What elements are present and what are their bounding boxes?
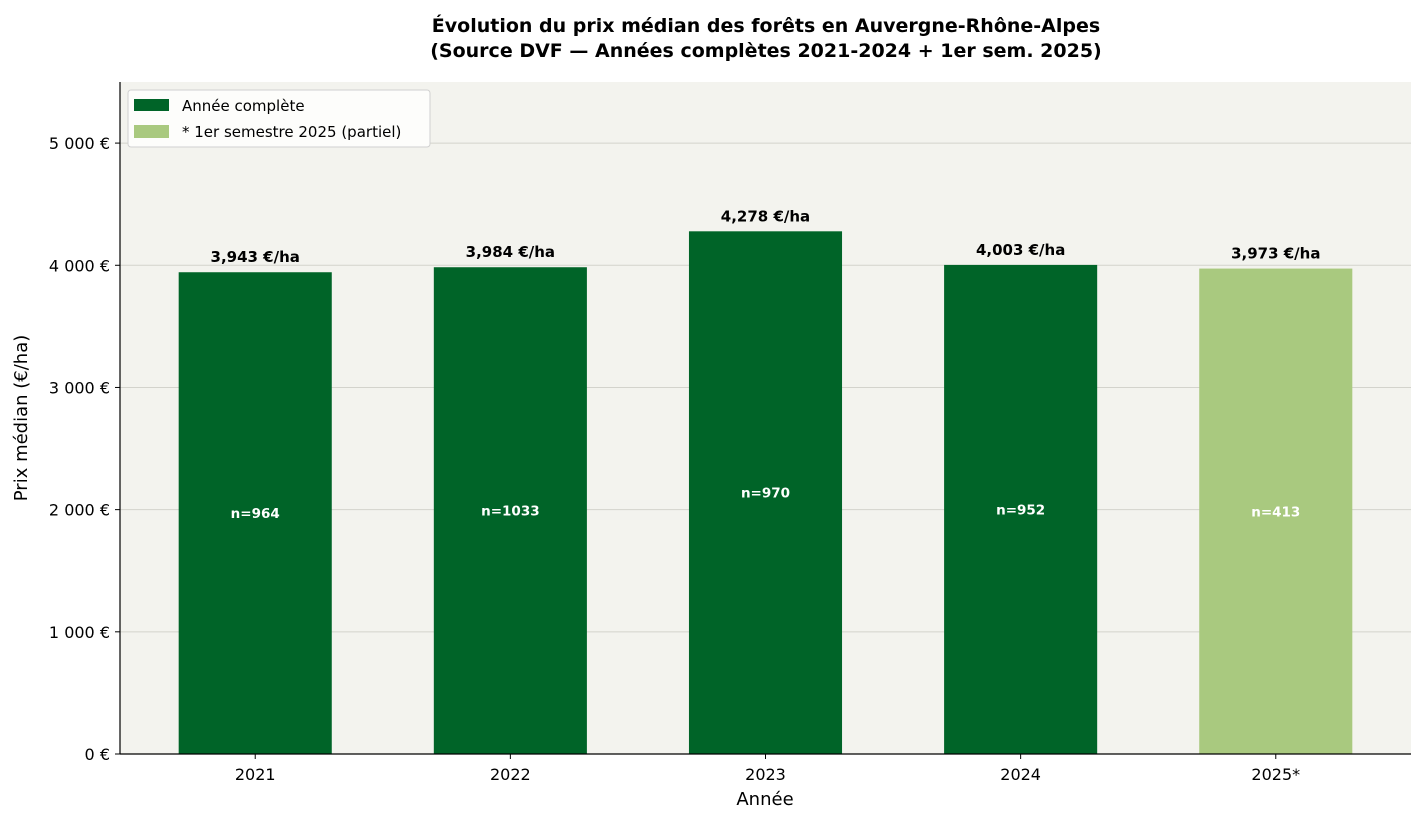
value-label: 4,278 €/ha bbox=[721, 207, 810, 225]
bar-2024 bbox=[944, 264, 1098, 754]
y-tick-label: 5 000 € bbox=[49, 134, 110, 153]
legend-box bbox=[127, 89, 431, 148]
y-tick-label: 0 € bbox=[85, 745, 110, 764]
y-axis-label: Prix médian (€/ha) bbox=[11, 335, 32, 502]
count-label: n=970 bbox=[741, 486, 790, 502]
value-label: 3,984 €/ha bbox=[466, 243, 555, 261]
value-label: 3,973 €/ha bbox=[1231, 245, 1320, 263]
count-label: n=952 bbox=[996, 502, 1045, 518]
bar-2025* bbox=[1199, 268, 1353, 754]
legend-swatch-partial bbox=[134, 125, 169, 138]
legend-label-full-year: Année complète bbox=[182, 97, 305, 115]
bars: 3,943 €/ha n=964 3,984 €/ha n=1033 4,278 €/h… bbox=[178, 207, 1353, 755]
bar-2021 bbox=[178, 272, 332, 754]
chart-title-line1: Évolution du prix médian des forêts en A… bbox=[432, 14, 1100, 37]
x-axis-label: Année bbox=[736, 789, 793, 810]
x-tick-label: 2023 bbox=[745, 765, 786, 784]
count-label: n=413 bbox=[1251, 504, 1300, 520]
count-label: n=1033 bbox=[481, 504, 540, 520]
legend-swatch-full-year bbox=[134, 99, 169, 111]
x-ticks: 2021 2022 2023 2024 2025* bbox=[235, 754, 1300, 784]
y-tick-label: 4 000 € bbox=[49, 256, 110, 275]
y-tick-label: 2 000 € bbox=[49, 501, 110, 520]
chart-title-line2: (Source DVF — Années complètes 2021-2024… bbox=[430, 40, 1102, 62]
x-tick-label: 2021 bbox=[235, 765, 276, 784]
y-ticks: 0 € 1 000 € 2 000 € 3 000 € 4 000 € 5 000 € bbox=[49, 134, 120, 764]
value-label: 3,943 €/ha bbox=[211, 248, 300, 266]
y-tick-label: 3 000 € bbox=[49, 378, 110, 397]
legend: Année complète * 1er semestre 2025 (part… bbox=[127, 89, 431, 148]
x-tick-label: 2022 bbox=[490, 765, 531, 784]
legend-label-partial: * 1er semestre 2025 (partiel) bbox=[182, 123, 401, 141]
x-tick-label: 2025* bbox=[1251, 765, 1300, 784]
bar-2023 bbox=[688, 231, 843, 755]
count-label: n=964 bbox=[231, 506, 280, 522]
y-tick-label: 1 000 € bbox=[49, 623, 110, 642]
bar-2022 bbox=[433, 267, 587, 754]
value-label: 4,003 €/ha bbox=[976, 241, 1065, 259]
x-tick-label: 2024 bbox=[1000, 765, 1041, 784]
